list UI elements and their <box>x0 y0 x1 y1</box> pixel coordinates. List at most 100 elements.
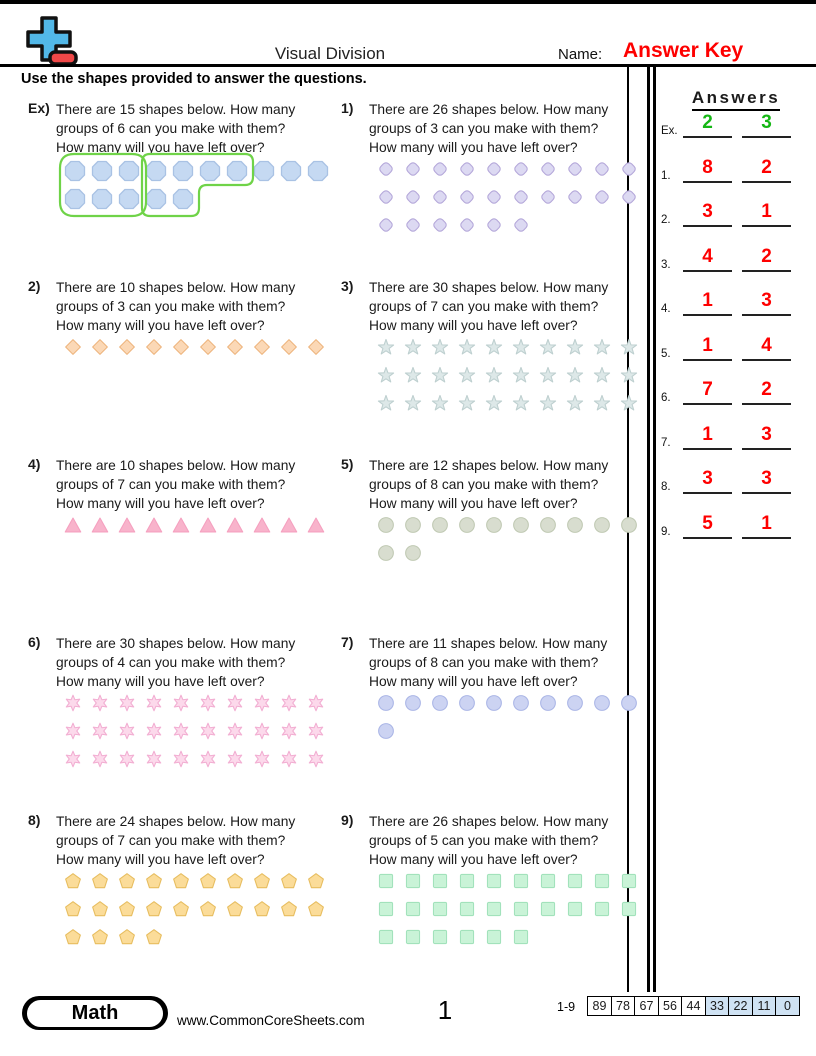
shape-burst6 <box>199 750 217 768</box>
problem-3: 3) There are 30 shapes below. How many gr… <box>341 278 646 422</box>
shape-quatrefoil <box>620 160 638 178</box>
shape-diamond <box>253 338 271 356</box>
shape-row <box>64 750 333 768</box>
shape-star5 <box>404 366 422 384</box>
shape-pentagon <box>172 872 190 890</box>
shape-circle <box>566 694 584 712</box>
shape-circle <box>593 694 611 712</box>
shape-quatrefoil <box>377 160 395 178</box>
shape-diamond <box>307 338 325 356</box>
shape-octagon <box>172 160 194 182</box>
shape-pentagon <box>91 928 109 946</box>
problem-9: 9) There are 26 shapes below. How many gr… <box>341 812 646 956</box>
shape-quatrefoil <box>620 188 638 206</box>
score-cell-89: 89 <box>587 996 612 1016</box>
shape-star5 <box>458 394 476 412</box>
answers-panel: Answers Ex. 2 3 1. 8 2 2. 3 1 3. 4 2 4. 1 3 5. 1 4 6. 7 2 7. 1… <box>656 67 816 992</box>
shape-square <box>377 928 395 946</box>
shape-square <box>566 872 584 890</box>
shape-diamond <box>172 338 190 356</box>
shape-pentagon <box>172 900 190 918</box>
shape-row <box>377 338 646 356</box>
shape-octagon <box>307 160 329 182</box>
shape-row <box>64 188 333 210</box>
shape-triangle <box>145 516 163 534</box>
problem-shapes <box>64 338 333 356</box>
score-cell-44: 44 <box>681 996 706 1016</box>
problem-8: 8) There are 24 shapes below. How many gr… <box>28 812 333 956</box>
shape-square <box>539 900 557 918</box>
shape-triangle <box>91 516 109 534</box>
problem-ex: Ex) There are 15 shapes below. How many g… <box>28 100 333 218</box>
shape-burst6 <box>172 722 190 740</box>
problem-question: There are 26 shapes below. How many grou… <box>369 814 609 867</box>
shape-circle <box>431 694 449 712</box>
page-title: Visual Division <box>274 44 386 63</box>
problem-shapes <box>377 160 646 234</box>
shape-row <box>377 900 646 918</box>
problem-label: 1) <box>341 100 354 116</box>
answer-label: 2. <box>661 214 671 226</box>
shape-square <box>620 872 638 890</box>
shape-circle <box>539 516 557 534</box>
shape-burst6 <box>280 694 298 712</box>
problem-label: 9) <box>341 812 354 828</box>
shape-pentagon <box>253 900 271 918</box>
answer-label: 3. <box>661 258 671 271</box>
shape-square <box>620 900 638 918</box>
shape-diamond <box>199 338 217 356</box>
shape-quatrefoil <box>566 188 584 206</box>
answer-row-7: 7. 1 3 <box>656 410 816 450</box>
shape-circle <box>377 694 395 712</box>
shape-triangle <box>253 516 271 534</box>
shape-burst6 <box>307 750 325 768</box>
answer-label: Ex. <box>661 125 678 137</box>
shape-star5 <box>404 394 422 412</box>
shape-star5 <box>512 366 530 384</box>
answer-blank-remainder: 1 <box>742 199 791 227</box>
shape-quatrefoil <box>512 216 530 234</box>
shape-quatrefoil <box>377 216 395 234</box>
shape-quatrefoil <box>377 188 395 206</box>
shape-star5 <box>458 338 476 356</box>
shape-burst6 <box>226 722 244 740</box>
shape-pentagon <box>226 900 244 918</box>
problem-label: 2) <box>28 278 41 294</box>
shape-row <box>377 872 646 890</box>
shape-pentagon <box>118 900 136 918</box>
shape-octagon <box>145 160 167 182</box>
shape-pentagon <box>91 872 109 890</box>
shape-square <box>593 900 611 918</box>
problem-shapes <box>64 516 333 534</box>
answer-blank-remainder: 1 <box>742 511 791 539</box>
problem-question: There are 12 shapes below. How many grou… <box>369 458 609 511</box>
shape-star5 <box>539 366 557 384</box>
shape-pentagon <box>91 900 109 918</box>
shape-star5 <box>566 394 584 412</box>
answer-blank-groups: 5 <box>683 511 732 539</box>
answer-blank-groups: 2 <box>683 110 732 138</box>
problem-question: There are 30 shapes below. How many grou… <box>369 280 609 333</box>
problem-4: 4) There are 10 shapes below. How many gr… <box>28 456 333 544</box>
shape-star5 <box>593 394 611 412</box>
shape-star5 <box>377 366 395 384</box>
shape-square <box>404 928 422 946</box>
problem-6: 6) There are 30 shapes below. How many gr… <box>28 634 333 778</box>
answer-blank-groups: 8 <box>683 155 732 183</box>
problem-label: 5) <box>341 456 354 472</box>
shape-octagon <box>253 160 275 182</box>
shape-star5 <box>431 366 449 384</box>
answer-row-1: 1. 8 2 <box>656 143 816 183</box>
shape-row <box>377 694 646 712</box>
shape-circle <box>377 722 395 740</box>
shape-diamond <box>145 338 163 356</box>
shape-octagon <box>91 188 113 210</box>
shape-circle <box>512 516 530 534</box>
shape-square <box>458 900 476 918</box>
shape-quatrefoil <box>431 188 449 206</box>
shape-circle <box>485 694 503 712</box>
shape-star5 <box>485 366 503 384</box>
shape-triangle <box>199 516 217 534</box>
shape-pentagon <box>64 872 82 890</box>
shape-square <box>458 928 476 946</box>
